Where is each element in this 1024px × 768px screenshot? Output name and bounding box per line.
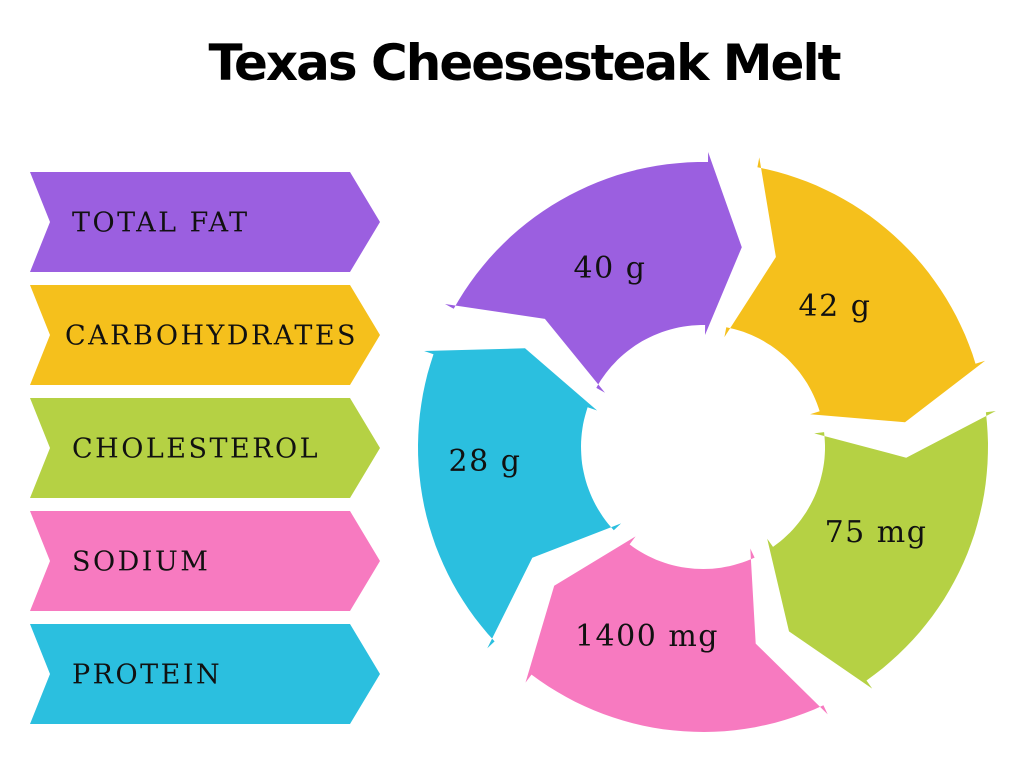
ring-segment bbox=[418, 348, 622, 649]
nutrient-amount: 40 g bbox=[574, 251, 647, 286]
ring-segment bbox=[445, 152, 742, 393]
nutrient-amount: 75 mg bbox=[825, 515, 928, 550]
label-arrow bbox=[30, 624, 380, 724]
nutrient-label: CARBOHYDRATES bbox=[65, 321, 358, 352]
ring-segment bbox=[724, 157, 986, 423]
ring-segment bbox=[525, 536, 828, 732]
nutrient-amount: 1400 mg bbox=[575, 619, 719, 654]
nutrient-amount: 28 g bbox=[449, 444, 522, 479]
nutrient-amount: 42 g bbox=[799, 289, 872, 324]
nutrient-label: CHOLESTEROL bbox=[72, 434, 320, 465]
label-arrow bbox=[30, 285, 380, 385]
nutrient-label: TOTAL FAT bbox=[72, 208, 250, 239]
label-arrow bbox=[30, 398, 380, 498]
nutrient-label: SODIUM bbox=[72, 547, 210, 578]
label-arrow bbox=[30, 172, 380, 272]
nutrient-label: PROTEIN bbox=[72, 660, 222, 691]
ring-segment bbox=[767, 411, 996, 689]
title: Texas Cheesesteak Melt bbox=[209, 34, 841, 92]
label-arrow bbox=[30, 511, 380, 611]
